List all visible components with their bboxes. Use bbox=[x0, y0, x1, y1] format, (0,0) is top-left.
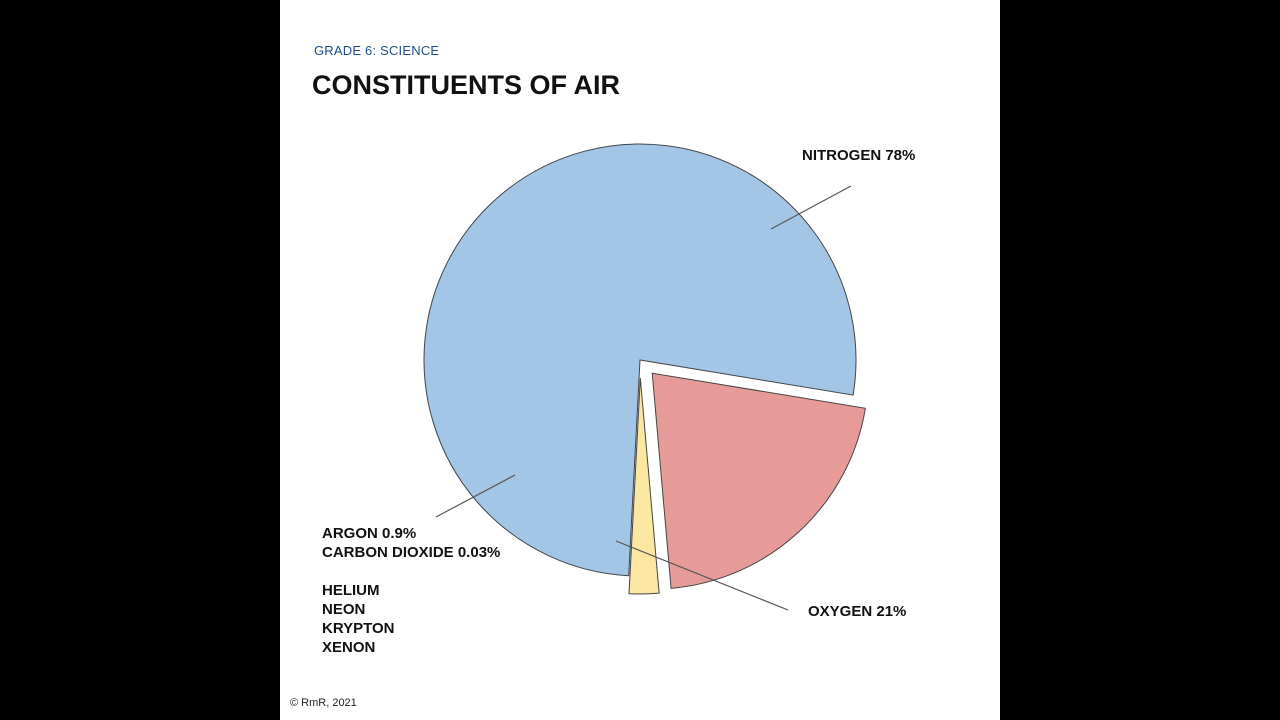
leader-lines bbox=[435, 185, 852, 611]
pie-slice-argon-carbon-dioxide bbox=[628, 377, 660, 595]
argon-label: ARGON 0.9% bbox=[322, 525, 417, 542]
pie-slices bbox=[423, 143, 866, 595]
nitrogen-label: NITROGEN 78% bbox=[802, 147, 916, 164]
pie-slice-oxygen bbox=[651, 372, 866, 589]
oxygen-label: OXYGEN 21% bbox=[808, 603, 907, 620]
course-subtitle: GRADE 6: SCIENCE bbox=[314, 43, 440, 58]
gas-label-neon: NEON bbox=[322, 601, 366, 618]
copyright-notice: © RmR, 2021 bbox=[290, 697, 357, 709]
pie-slice-nitrogen bbox=[423, 143, 857, 577]
other-gases-list: HELIUM NEON KRYPTON XENON bbox=[322, 581, 395, 657]
gas-label-xenon: XENON bbox=[322, 639, 376, 656]
argon-leader-line bbox=[435, 474, 516, 518]
gas-label-krypton: KRYPTON bbox=[322, 620, 395, 637]
gas-label-helium: HELIUM bbox=[322, 582, 380, 599]
carbon-dioxide-label: CARBON DIOXIDE 0.03% bbox=[322, 544, 501, 561]
nitrogen-leader-line bbox=[770, 185, 852, 230]
pie-chart bbox=[423, 143, 866, 611]
slide: GRADE 6: SCIENCE CONSTITUENTS OF AIR NIT… bbox=[280, 0, 1000, 720]
page-title: CONSTITUENTS OF AIR bbox=[312, 70, 620, 100]
oxygen-leader-line bbox=[615, 540, 789, 611]
